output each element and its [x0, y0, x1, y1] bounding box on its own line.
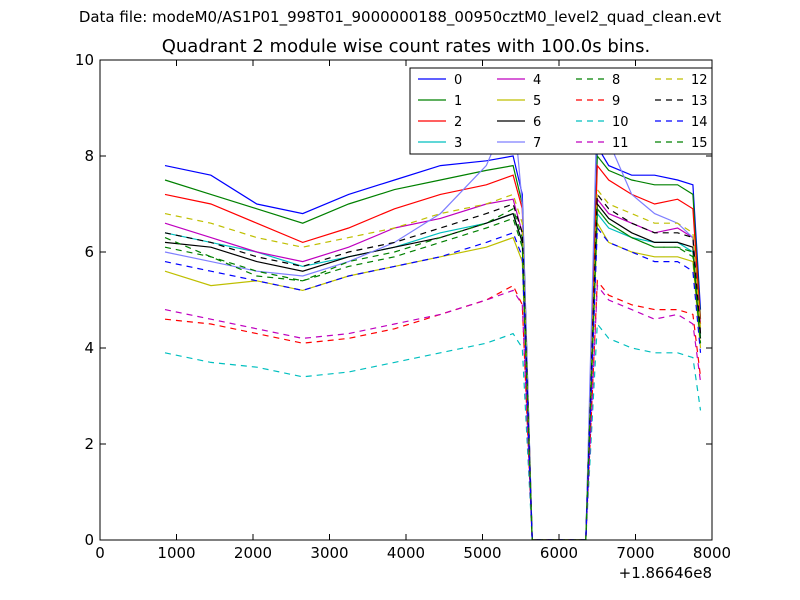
legend-label-8: 8 [612, 73, 620, 88]
series-line-7 [164, 98, 702, 540]
y-tick-label: 10 [75, 51, 94, 69]
series-line-11 [164, 283, 702, 540]
legend-label-4: 4 [533, 73, 541, 88]
legend-label-3: 3 [454, 136, 462, 151]
y-tick-label: 0 [84, 531, 94, 549]
series-line-6 [164, 202, 702, 540]
series-line-1 [164, 154, 702, 540]
legend-label-6: 6 [533, 115, 541, 130]
legend-label-5: 5 [533, 94, 541, 109]
legend-label-9: 9 [612, 94, 620, 109]
x-tick-label: 2000 [234, 544, 272, 562]
x-offset-label: +1.86646e8 [619, 564, 712, 582]
legend-label-15: 15 [691, 136, 708, 151]
series-line-3 [164, 211, 702, 540]
suptitle: Data file: modeM0/AS1P01_998T01_90000001… [78, 8, 722, 26]
y-tick-label: 8 [84, 147, 94, 165]
series-line-15 [164, 207, 702, 540]
y-tick-label: 6 [84, 243, 94, 261]
series-line-2 [164, 163, 702, 540]
legend-box [409, 67, 713, 155]
chart-title: Quadrant 2 module wise count rates with … [161, 36, 651, 57]
series-line-9 [164, 279, 702, 540]
legend-label-0: 0 [454, 73, 462, 88]
y-tick-label: 2 [84, 435, 94, 453]
x-tick-label: 1000 [157, 544, 195, 562]
legend-label-11: 11 [612, 136, 629, 151]
series-line-12 [164, 187, 702, 540]
x-tick-label: 5000 [463, 544, 501, 562]
legend-label-12: 12 [691, 73, 708, 88]
legend-label-1: 1 [454, 94, 462, 109]
legend-label-13: 13 [691, 94, 708, 109]
x-tick-label: 7000 [616, 544, 654, 562]
x-tick-label: 4000 [387, 544, 425, 562]
y-tick-label: 4 [84, 339, 94, 357]
series-line-14 [164, 226, 702, 540]
series-line-13 [164, 192, 702, 540]
legend-label-10: 10 [612, 115, 629, 130]
series-line-4 [164, 197, 702, 540]
legend-label-2: 2 [454, 115, 462, 130]
x-tick-label: 0 [95, 544, 105, 562]
legend-label-7: 7 [533, 136, 541, 151]
legend-label-14: 14 [691, 115, 708, 130]
x-tick-label: 8000 [693, 544, 731, 562]
x-tick-label: 3000 [310, 544, 348, 562]
series-line-5 [164, 221, 702, 540]
x-tick-label: 6000 [540, 544, 578, 562]
series-line-10 [164, 322, 702, 540]
